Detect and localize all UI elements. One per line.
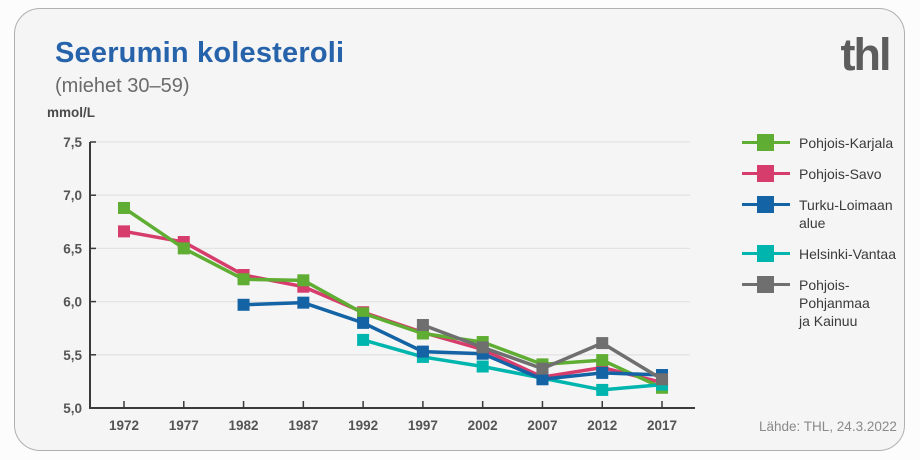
data-point <box>237 298 250 311</box>
data-point <box>536 362 549 375</box>
data-point <box>177 242 190 255</box>
x-tick-label: 1982 <box>229 418 259 433</box>
data-point <box>357 307 370 320</box>
data-point <box>237 273 250 286</box>
chart-legend: Pohjois-Karjala Pohjois-Savo Turku-Loimaan… <box>742 134 904 343</box>
legend-item-pohjois-pohjanmaa-ja-kainuu: Pohjois-Pohjanmaa ja Kainuu <box>742 276 904 330</box>
legend-item-turku-loimaan-alue: Turku-Loimaan alue <box>742 196 904 232</box>
y-tick-label: 6,5 <box>63 241 82 256</box>
data-point <box>357 316 370 329</box>
legend-item-helsinki-vantaa: Helsinki-Vantaa <box>742 245 904 263</box>
data-point <box>357 333 370 346</box>
x-tick-label: 2002 <box>468 418 498 433</box>
x-tick-label: 1997 <box>408 418 438 433</box>
data-point <box>297 296 310 309</box>
legend-marker <box>742 245 790 262</box>
legend-marker-square <box>757 165 774 182</box>
data-point <box>416 319 429 332</box>
x-tick-label: 2012 <box>587 418 617 433</box>
x-tick-label: 1992 <box>348 418 378 433</box>
data-point <box>596 366 609 379</box>
thl-logo: thl <box>840 29 892 80</box>
data-point <box>596 354 609 367</box>
x-tick-label: 1972 <box>109 418 139 433</box>
series-line-turku-loimaan-alue <box>243 300 663 382</box>
source-note: Lähde: THL, 24.3.2022 <box>759 419 897 434</box>
report-card: Seerumin kolesteroli (miehet 30–59) thl … <box>14 8 905 451</box>
data-point <box>596 337 609 350</box>
legend-marker <box>742 165 790 182</box>
legend-marker <box>742 196 790 213</box>
data-point <box>536 373 549 386</box>
y-tick-label: 5,0 <box>63 401 82 416</box>
y-tick-label: 7,5 <box>63 135 82 150</box>
data-point <box>416 345 429 358</box>
x-tick-label: 1987 <box>288 418 318 433</box>
legend-label: Helsinki-Vantaa <box>799 246 897 262</box>
legend-marker <box>742 276 790 293</box>
x-tick-label: 1977 <box>169 418 199 433</box>
series-line-helsinki-vantaa <box>362 338 663 392</box>
legend-marker-square <box>757 196 774 213</box>
legend-label: Turku-Loimaan alue <box>799 197 893 231</box>
data-point <box>476 360 489 373</box>
data-point <box>476 341 489 354</box>
cholesterol-line-chart: 5,0 5,5 6,0 6,5 7,0 7,5 1972 1977 1982 1987 1992 19… <box>63 135 695 433</box>
legend-marker <box>742 134 790 151</box>
legend-item-pohjois-karjala: Pohjois-Karjala <box>742 134 904 152</box>
legend-label: Pohjois-Savo <box>799 166 882 182</box>
data-point <box>118 225 130 238</box>
legend-label: Pohjois-Karjala <box>799 135 894 151</box>
x-tick-label: 2017 <box>647 418 677 433</box>
y-tick-label: 7,0 <box>63 188 82 203</box>
y-tick-label: 5,5 <box>63 348 82 363</box>
x-tick-label: 2007 <box>527 418 557 433</box>
data-point <box>118 201 130 214</box>
series-line-pohjois-karjala <box>123 206 663 390</box>
page-title: Seerumin kolesteroli <box>55 37 345 69</box>
legend-item-pohjois-savo: Pohjois-Savo <box>742 165 904 183</box>
data-point <box>596 383 609 396</box>
legend-label: Pohjois-Pohjanmaa ja Kainuu <box>799 277 870 329</box>
page-subtitle: (miehet 30–59) <box>55 75 190 97</box>
data-point <box>656 373 669 386</box>
y-axis-unit-label: mmol/L <box>47 105 96 120</box>
legend-marker-square <box>757 245 774 262</box>
y-tick-label: 6,0 <box>63 295 82 310</box>
series-line-pohjois-savo <box>123 229 663 385</box>
legend-marker-square <box>757 276 774 293</box>
legend-marker-square <box>757 134 774 151</box>
data-point <box>297 274 310 287</box>
